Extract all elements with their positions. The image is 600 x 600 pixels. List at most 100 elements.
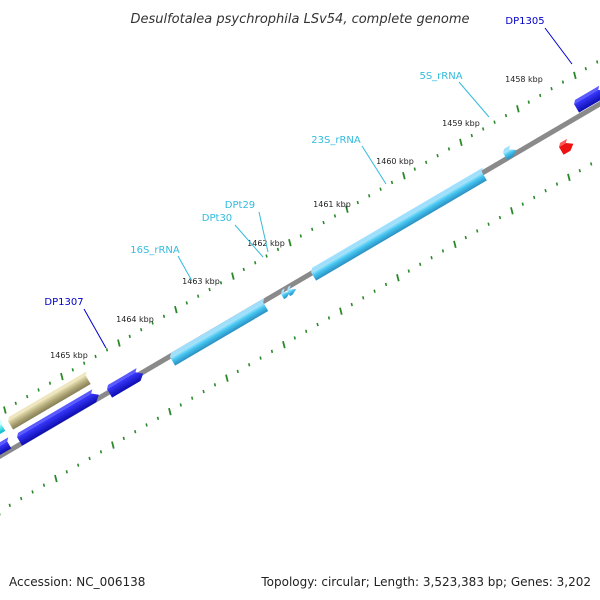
gene-cds-lower[interactable] (15, 388, 101, 446)
gene-red[interactable] (557, 137, 575, 155)
outer-tick-mark (425, 160, 428, 165)
outer-tick-mark (379, 187, 382, 191)
outer-tick-mark (128, 334, 131, 339)
outer-tick-mark (573, 71, 577, 80)
outer-tick-mark (333, 214, 337, 218)
gene-other[interactable] (6, 371, 93, 430)
outer-tick-mark (276, 247, 280, 252)
outer-tick-mark (48, 381, 52, 385)
outer-tick-mark (288, 238, 292, 247)
inner-tick-mark (248, 363, 251, 367)
feature-leader-line (361, 145, 387, 185)
feature-leader-line (258, 211, 269, 253)
outer-tick-mark (413, 167, 416, 171)
inner-tick-mark (544, 189, 547, 193)
inner-tick-mark (168, 407, 172, 416)
inner-tick-mark (99, 450, 103, 454)
outer-tick-mark (197, 294, 200, 298)
inner-tick-mark (567, 173, 571, 182)
inner-tick-mark (225, 374, 229, 382)
inner-tick-mark (533, 195, 536, 200)
outer-tick-mark (482, 127, 485, 131)
outer-tick-mark (71, 368, 74, 372)
outer-tick-mark (516, 105, 520, 113)
outer-tick-mark (208, 287, 211, 292)
outer-tick-mark (504, 113, 508, 118)
inner-tick-mark (88, 456, 91, 461)
outer-tick-mark (527, 100, 530, 104)
feature-label[interactable]: DP1307 (44, 297, 83, 308)
outer-tick-mark (550, 87, 553, 91)
feature-label[interactable]: DP1305 (505, 16, 544, 27)
inner-tick-mark (134, 429, 137, 434)
outer-tick-mark (83, 361, 86, 365)
inner-tick-mark (419, 262, 422, 267)
feature-label[interactable]: DPt29 (225, 200, 255, 211)
outer-tick-mark (242, 267, 245, 272)
gene-DPt30[interactable] (279, 287, 291, 300)
outer-tick-mark (94, 354, 97, 359)
kbp-label: 1465 kbp (50, 351, 88, 360)
outer-tick-mark (162, 314, 166, 318)
feature-leader-line (83, 308, 107, 349)
inner-tick-mark (191, 396, 194, 400)
inner-tick-mark (8, 503, 11, 508)
outer-tick-mark (37, 388, 40, 392)
gene-DP1307[interactable] (105, 367, 145, 398)
label-layer: DP1305 5S_rRNA 23S_rRNA DPt29 DPt30 16S_rRNA D… (44, 16, 573, 349)
accession-text: Accession: NC_006138 (9, 575, 145, 589)
inner-tick-mark (441, 249, 445, 253)
outer-tick-mark (356, 200, 359, 205)
outer-tick-mark (265, 254, 268, 258)
inner-tick-mark (145, 423, 148, 427)
outer-tick-mark (105, 348, 109, 352)
inner-tick-mark (213, 383, 217, 387)
outer-tick-mark (539, 93, 542, 98)
outer-tick-mark (311, 227, 314, 231)
gene-layer (0, 84, 600, 455)
inner-tick-mark (122, 436, 125, 441)
outer-tick-mark (322, 220, 325, 225)
feature-label[interactable]: 23S_rRNA (311, 135, 361, 146)
inner-tick-mark (31, 490, 34, 494)
kbp-label: 1463 kbp (182, 277, 220, 286)
outer-tick-mark (254, 261, 257, 265)
outer-tick-mark (140, 327, 143, 332)
gene-cyan[interactable] (0, 419, 8, 434)
feature-leader-line (177, 255, 193, 282)
outer-tick-mark (390, 180, 394, 185)
outer-tick-mark (470, 133, 473, 138)
inner-tick-mark (54, 474, 58, 483)
gene-16S-rRNA[interactable] (168, 298, 270, 366)
outer-tick-mark (447, 147, 451, 151)
inner-tick-mark (65, 470, 68, 474)
inner-tick-mark (259, 356, 262, 360)
outer-tick-mark (185, 301, 188, 305)
gene-cds-edge[interactable] (0, 437, 14, 455)
inner-tick-mark (453, 240, 457, 249)
feature-label[interactable]: 5S_rRNA (419, 71, 462, 82)
inner-tick-mark (270, 349, 274, 354)
outer-tick-mark (368, 194, 371, 198)
inner-tick-mark (339, 307, 343, 315)
kbp-label: 1461 kbp (313, 200, 351, 209)
feature-label[interactable]: DPt30 (202, 213, 232, 224)
gene-23S-rRNA[interactable] (309, 167, 489, 281)
gene-DP1305[interactable] (572, 84, 600, 113)
gene-5S-rRNA[interactable] (501, 144, 518, 160)
inner-tick-mark (305, 329, 308, 333)
outer-tick-mark (219, 281, 223, 285)
feature-label[interactable]: 16S_rRNA (130, 245, 180, 256)
feature-leader-line (544, 27, 573, 65)
inner-tick-mark (476, 229, 479, 233)
outer-tick-mark (3, 406, 7, 414)
inner-tick-mark (316, 322, 319, 327)
inner-tick-mark (202, 389, 205, 394)
feature-leader-line (458, 81, 490, 118)
outer-tick-mark (26, 394, 29, 399)
gene-DPt29[interactable] (285, 284, 297, 297)
outer-tick-mark (596, 60, 599, 64)
kbp-label: 1464 kbp (116, 315, 154, 324)
